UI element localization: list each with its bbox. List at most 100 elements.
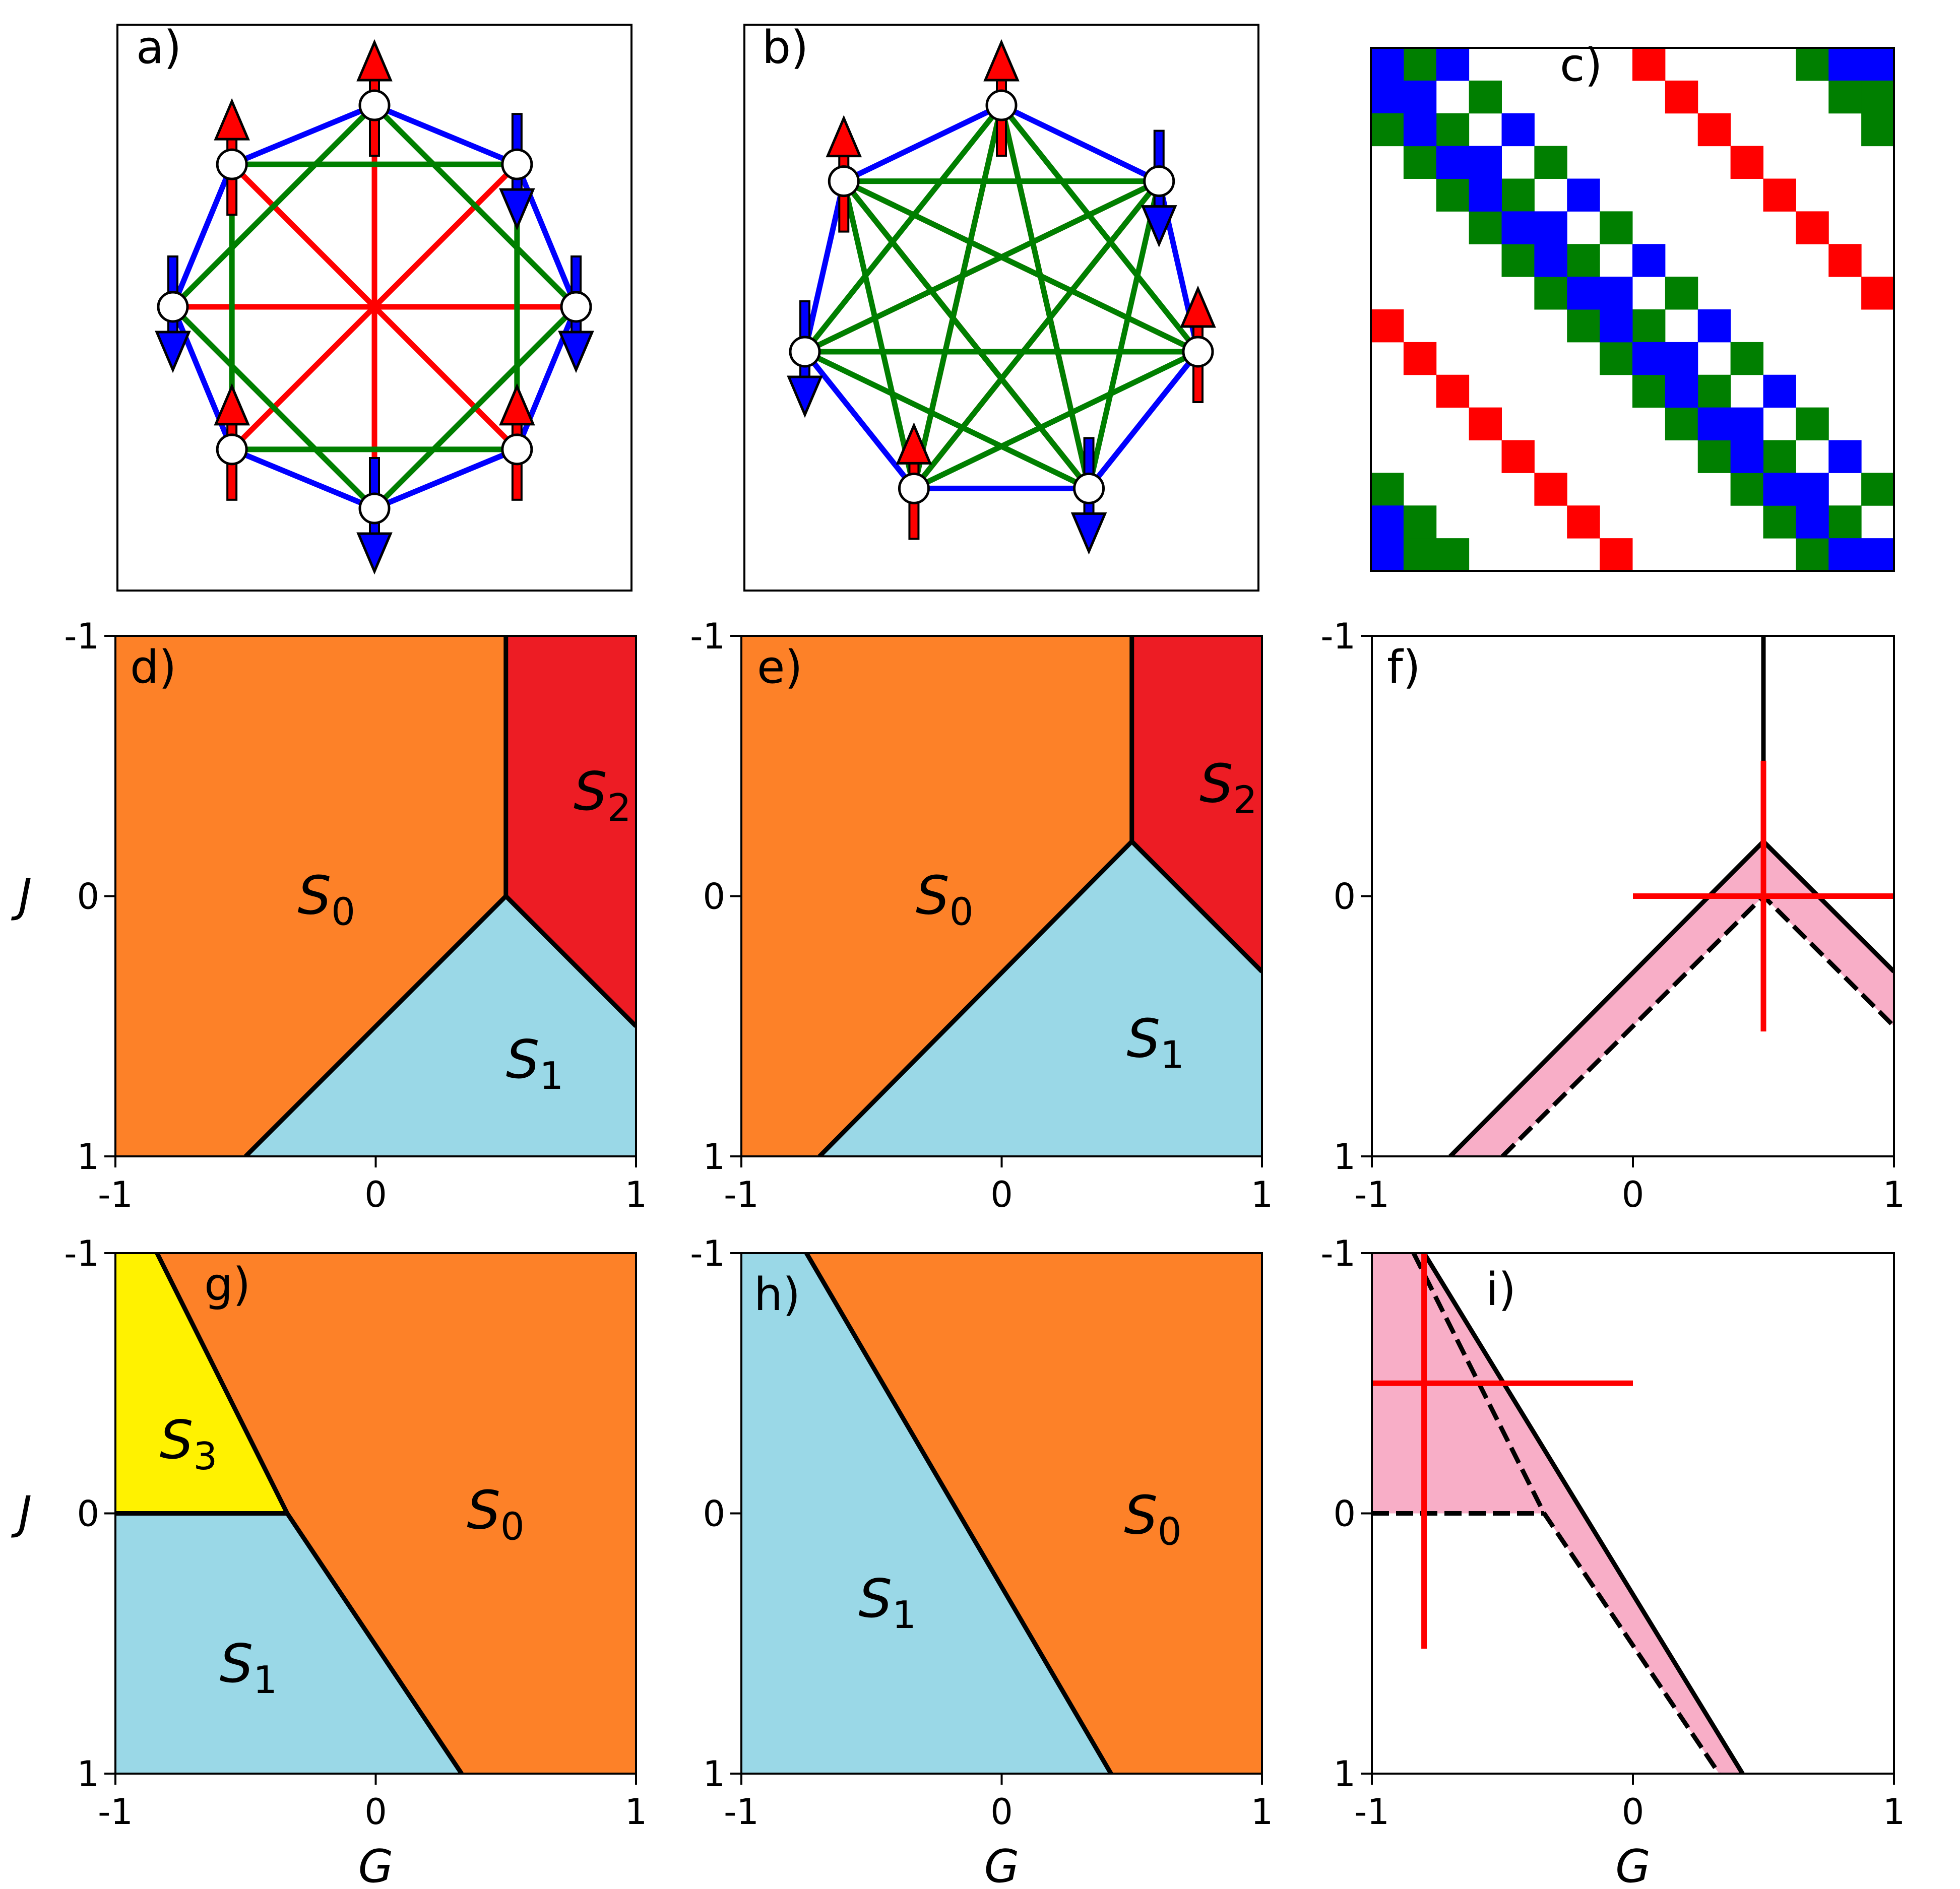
blue-bond: [373, 446, 518, 511]
green-bond: [1086, 180, 1162, 489]
matrix-cell: [1796, 538, 1829, 571]
green-bond: [842, 178, 1199, 354]
matrix-cell: [1632, 342, 1666, 375]
site-node: [157, 291, 189, 323]
blue-bond: [1000, 103, 1161, 184]
matrix-cell: [1403, 48, 1437, 81]
y-tick-label: 0: [703, 1493, 725, 1535]
y-tick-label: -1: [64, 616, 99, 657]
spin-down-arrow-icon: [356, 532, 393, 575]
matrix-cell: [1436, 146, 1470, 179]
matrix-cell: [1763, 440, 1796, 473]
matrix-cell: [1371, 505, 1404, 539]
spin-down-arrow-icon: [1141, 205, 1177, 247]
region-label-s0: S0: [1124, 1485, 1181, 1554]
x-tick-label: 0: [1622, 1174, 1645, 1215]
site-node: [560, 291, 592, 323]
y-axis-title: J: [11, 1487, 32, 1540]
matrix-cell: [1828, 48, 1862, 81]
x-tick-label: 1: [1251, 1791, 1274, 1833]
region-s1: [245, 896, 636, 1156]
matrix-cell: [1567, 277, 1600, 310]
y-tick-label: -1: [1320, 1233, 1356, 1274]
blue-bond: [802, 350, 916, 490]
spin-up-arrow-icon: [499, 383, 535, 426]
matrix-cell: [1763, 178, 1796, 212]
region-label-s1: S1: [220, 1633, 277, 1702]
panel-label: g): [204, 1258, 250, 1311]
matrix-cell: [1371, 80, 1404, 114]
matrix-cell: [1828, 440, 1862, 473]
region-s0: [741, 636, 1132, 1156]
phase-boundary: [817, 838, 1262, 1156]
matrix-cell: [1403, 538, 1437, 571]
plot-area: [1372, 1253, 1894, 1774]
x-tick-label: -1: [724, 1174, 759, 1215]
matrix-cell: [1567, 309, 1600, 343]
plot-area: [115, 636, 636, 1156]
region-s1: [115, 1513, 462, 1774]
green-bond: [913, 349, 1199, 491]
blue-bond: [231, 102, 376, 167]
site-node: [358, 89, 391, 121]
panel-label: c): [1560, 39, 1603, 92]
y-tick-label: 1: [1333, 1753, 1356, 1795]
x-axis-title: G: [984, 1840, 1020, 1889]
matrix-cell: [1501, 178, 1535, 212]
site-node: [501, 433, 533, 466]
x-tick-label: 1: [1883, 1174, 1906, 1215]
matrix-cell: [1534, 211, 1567, 244]
phase-boundary: [244, 893, 636, 1156]
y-axis-title: J: [11, 870, 32, 923]
matrix-cell: [1828, 80, 1862, 114]
matrix-cell: [1501, 211, 1535, 244]
site-node: [828, 165, 860, 198]
matrix-cell: [1730, 146, 1763, 179]
matrix-cell: [1861, 113, 1894, 147]
panel-label: f): [1387, 641, 1421, 694]
matrix-cell: [1469, 407, 1502, 440]
plot-area: [1372, 636, 1894, 1156]
y-tick-label: -1: [690, 616, 725, 657]
region-label-s1: S1: [858, 1568, 916, 1637]
matrix-cell: [1665, 80, 1698, 114]
plot-area: [741, 636, 1262, 1156]
spin-down-arrow-icon: [499, 188, 535, 231]
matrix-cell: [1436, 374, 1470, 408]
matrix-cell: [1600, 309, 1633, 343]
matrix-cell: [1403, 342, 1437, 375]
matrix-cell: [1534, 473, 1567, 506]
panel-label: e): [757, 641, 802, 694]
matrix-cell: [1861, 48, 1894, 81]
site-node: [1073, 472, 1105, 504]
matrix-cell: [1730, 440, 1763, 473]
green-bond: [802, 103, 1004, 354]
spin-up-arrow-icon: [356, 39, 393, 82]
matrix-cell: [1730, 342, 1763, 375]
matrix-cell: [1501, 440, 1535, 473]
site-node: [501, 148, 533, 180]
matrix-cell: [1861, 473, 1894, 506]
red-bond: [230, 162, 519, 451]
shaded-region: [1450, 841, 1894, 1156]
matrix-cell: [1534, 244, 1567, 277]
x-axis-title: G: [358, 1840, 394, 1889]
matrix-cell: [1567, 244, 1600, 277]
matrix-cell: [1697, 309, 1731, 343]
matrix-cell: [1501, 113, 1535, 147]
region-s3: [115, 1253, 287, 1514]
matrix-cell: [1796, 407, 1829, 440]
green-bond: [171, 103, 376, 309]
blue-bond: [514, 163, 579, 308]
matrix-cell: [1469, 178, 1502, 212]
x-tick-label: 0: [364, 1791, 387, 1833]
spin-up-arrow-icon: [983, 39, 1020, 82]
matrix-cell: [1469, 211, 1502, 244]
matrix-cell: [1469, 146, 1502, 179]
plot-area: [741, 1253, 1262, 1774]
x-tick-label: -1: [98, 1791, 133, 1833]
x-tick-label: -1: [98, 1174, 133, 1215]
